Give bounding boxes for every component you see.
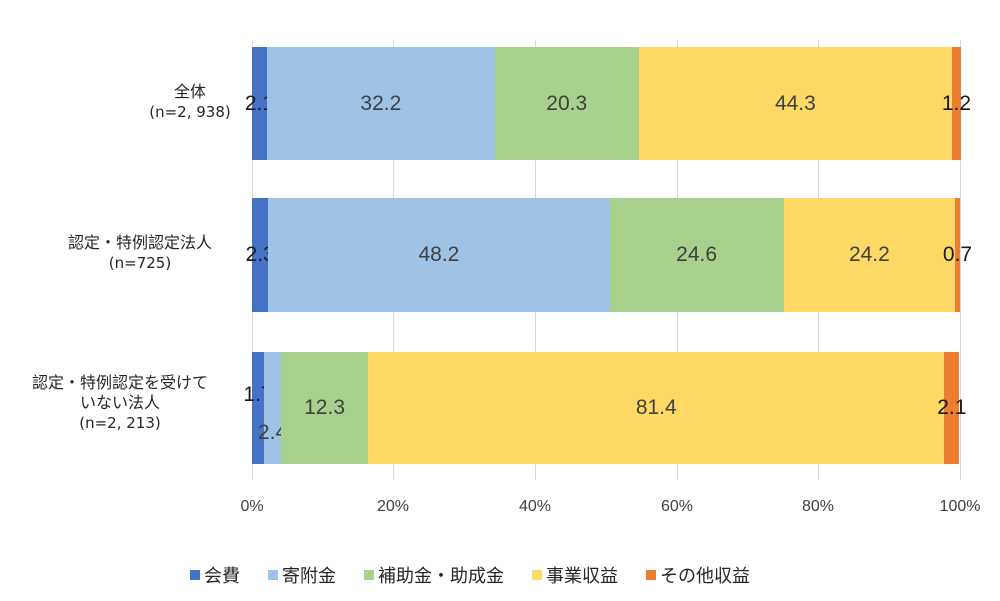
legend-item-other-revenue: その他収益 — [646, 562, 750, 588]
gridline-100 — [960, 40, 961, 480]
category-n: (n=2, 938) — [149, 103, 231, 121]
bar-segment-subsidies-grants — [494, 47, 639, 160]
bar-segment-donations — [264, 352, 282, 464]
bar-segment-donations — [266, 47, 495, 160]
legend-swatch — [190, 570, 200, 580]
bar-segment-subsidies-grants — [609, 198, 784, 312]
data-label: 48.2 — [418, 243, 460, 266]
bar-segment-membership-fees — [252, 47, 267, 160]
bar-segment-business-revenue — [783, 198, 956, 312]
legend-label: その他収益 — [660, 566, 750, 587]
x-tick-40: 40% — [518, 498, 552, 515]
legend-label: 補助金・助成金 — [378, 566, 504, 587]
data-label: 2.1 — [937, 396, 967, 419]
legend: 会費 寄附金 補助金・助成金 事業収益 その他収益 — [190, 562, 750, 588]
x-tick-60: 60% — [660, 498, 694, 515]
x-tick-20: 20% — [376, 498, 410, 515]
x-tick-0: 0% — [240, 498, 264, 515]
category-label-certified: 認定・特例認定法人 (n=725) — [30, 233, 250, 273]
bar-segment-donations — [268, 198, 610, 312]
x-tick-100: 100% — [939, 498, 981, 515]
legend-swatch — [646, 570, 656, 580]
bar-row-all: 2.1 32.2 20.3 44.3 1.2 — [245, 47, 971, 160]
category-n: (n=725) — [108, 254, 172, 272]
data-label: 12.3 — [304, 396, 345, 419]
legend-item-donations: 寄附金 — [268, 562, 336, 588]
bar-segment-other-revenue — [952, 47, 961, 160]
data-label: 24.2 — [848, 243, 890, 266]
bar-row-certified: 2.3 48.2 24.6 24.2 0.7 — [246, 198, 972, 312]
bar-segment-other-revenue — [955, 198, 960, 312]
legend-swatch — [364, 570, 374, 580]
x-tick-80: 80% — [801, 498, 835, 515]
legend-item-business-revenue: 事業収益 — [532, 562, 618, 588]
data-label: 32.2 — [360, 91, 402, 115]
legend-swatch — [268, 570, 278, 580]
category-label-not-certified: 認定・特例認定を受けて いない法人 (n=2, 213) — [0, 373, 240, 433]
category-name-line2: いない法人 — [79, 393, 160, 412]
bar-segment-subsidies-grants — [281, 352, 369, 464]
data-label: 81.4 — [635, 396, 677, 419]
bar-segment-other-revenue — [944, 352, 960, 464]
bar-segment-membership-fees — [252, 352, 265, 464]
legend-label: 寄附金 — [282, 566, 336, 587]
bar-segment-membership-fees — [252, 198, 269, 312]
category-label-all: 全体 (n=2, 938) — [130, 82, 250, 122]
data-label: 1.2 — [941, 91, 972, 115]
category-name: 全体 — [173, 82, 206, 101]
legend-label: 会費 — [204, 566, 240, 587]
data-label: 2.3 — [245, 243, 275, 266]
data-label: 2.4 — [257, 420, 288, 444]
bar-segment-business-revenue — [638, 47, 953, 160]
data-label: 24.6 — [676, 243, 718, 266]
bar-segment-business-revenue — [368, 352, 945, 464]
bar-row-not-certified: 1.7 2.4 12.3 81.4 2.1 — [243, 352, 966, 464]
data-label: 44.3 — [774, 91, 816, 115]
legend-item-membership-fees: 会費 — [190, 562, 240, 588]
data-label: 2.1 — [244, 91, 275, 115]
legend-item-subsidies-grants: 補助金・助成金 — [364, 562, 504, 588]
category-n: (n=2, 213) — [79, 414, 161, 432]
legend-swatch — [532, 570, 542, 580]
legend-label: 事業収益 — [546, 566, 618, 587]
category-name: 認定・特例認定法人 — [67, 233, 212, 252]
category-name: 認定・特例認定を受けて — [31, 373, 208, 392]
data-label: 20.3 — [546, 91, 588, 115]
data-label: 0.7 — [942, 243, 973, 266]
